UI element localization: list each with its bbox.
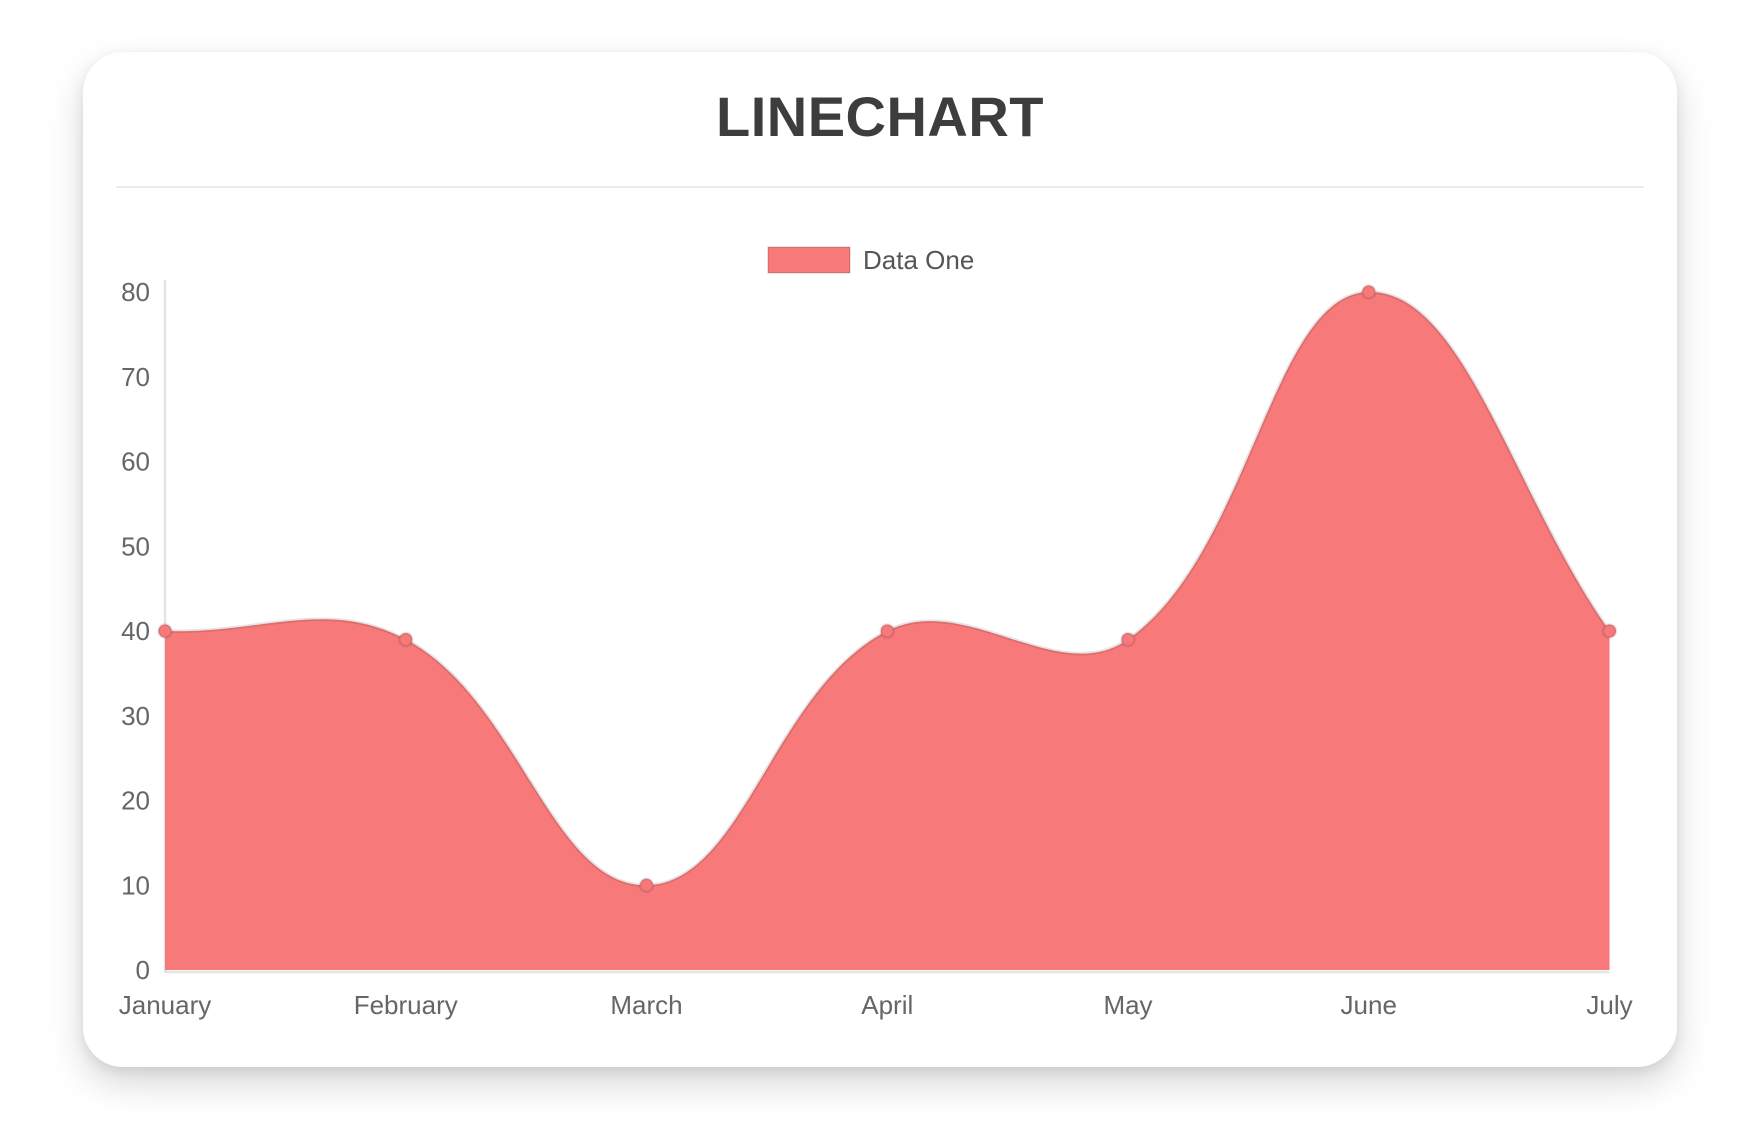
legend-item-data-one[interactable]: Data One xyxy=(767,245,974,275)
chart-title: LINECHART xyxy=(715,85,1045,148)
data-point-may[interactable] xyxy=(1120,631,1136,648)
x-tick-label-april: April xyxy=(861,990,913,1020)
y-tick-label-30: 30 xyxy=(121,701,150,731)
data-line xyxy=(164,290,1611,888)
x-tick-label-february: February xyxy=(354,990,458,1020)
series-line-data-one xyxy=(164,290,1611,888)
chart-legend: Data One xyxy=(767,245,974,275)
chart-card: LINECHART 0 10 20 30 40 50 60 70 80 January Febru… xyxy=(83,52,1677,1067)
y-tick-label-50: 50 xyxy=(121,531,150,561)
x-tick-label-march: March xyxy=(610,990,682,1020)
data-points xyxy=(157,284,1618,893)
legend-swatch xyxy=(767,246,851,274)
x-tick-label-june: June xyxy=(1341,990,1397,1020)
x-tick-label-january: January xyxy=(119,990,212,1020)
data-point-june[interactable] xyxy=(1361,284,1377,300)
y-axis-labels: 0 10 20 30 40 50 60 70 80 xyxy=(121,277,150,985)
y-tick-label-80: 80 xyxy=(121,277,150,307)
x-tick-label-may: May xyxy=(1103,990,1152,1020)
x-tick-label-july: July xyxy=(1586,990,1632,1020)
y-tick-label-60: 60 xyxy=(121,447,150,477)
x-axis-labels: January February March April May June July xyxy=(119,990,1633,1020)
data-point-april[interactable] xyxy=(879,623,895,639)
y-tick-label-0: 0 xyxy=(136,955,150,985)
data-point-february[interactable] xyxy=(398,631,414,648)
data-point-march[interactable] xyxy=(638,877,655,893)
data-point-july[interactable] xyxy=(1601,623,1618,639)
y-tick-label-20: 20 xyxy=(121,786,150,816)
series-area-data-one xyxy=(165,291,1610,970)
y-tick-label-40: 40 xyxy=(121,616,150,646)
title-divider xyxy=(116,186,1644,188)
y-tick-label-70: 70 xyxy=(121,362,150,392)
line-chart-canvas[interactable]: 0 10 20 30 40 50 60 70 80 January February March Ap… xyxy=(83,188,1677,1067)
legend-label: Data One xyxy=(863,245,974,275)
area-fill xyxy=(165,291,1610,970)
y-tick-label-10: 10 xyxy=(121,870,150,900)
data-point-january[interactable] xyxy=(157,623,173,639)
